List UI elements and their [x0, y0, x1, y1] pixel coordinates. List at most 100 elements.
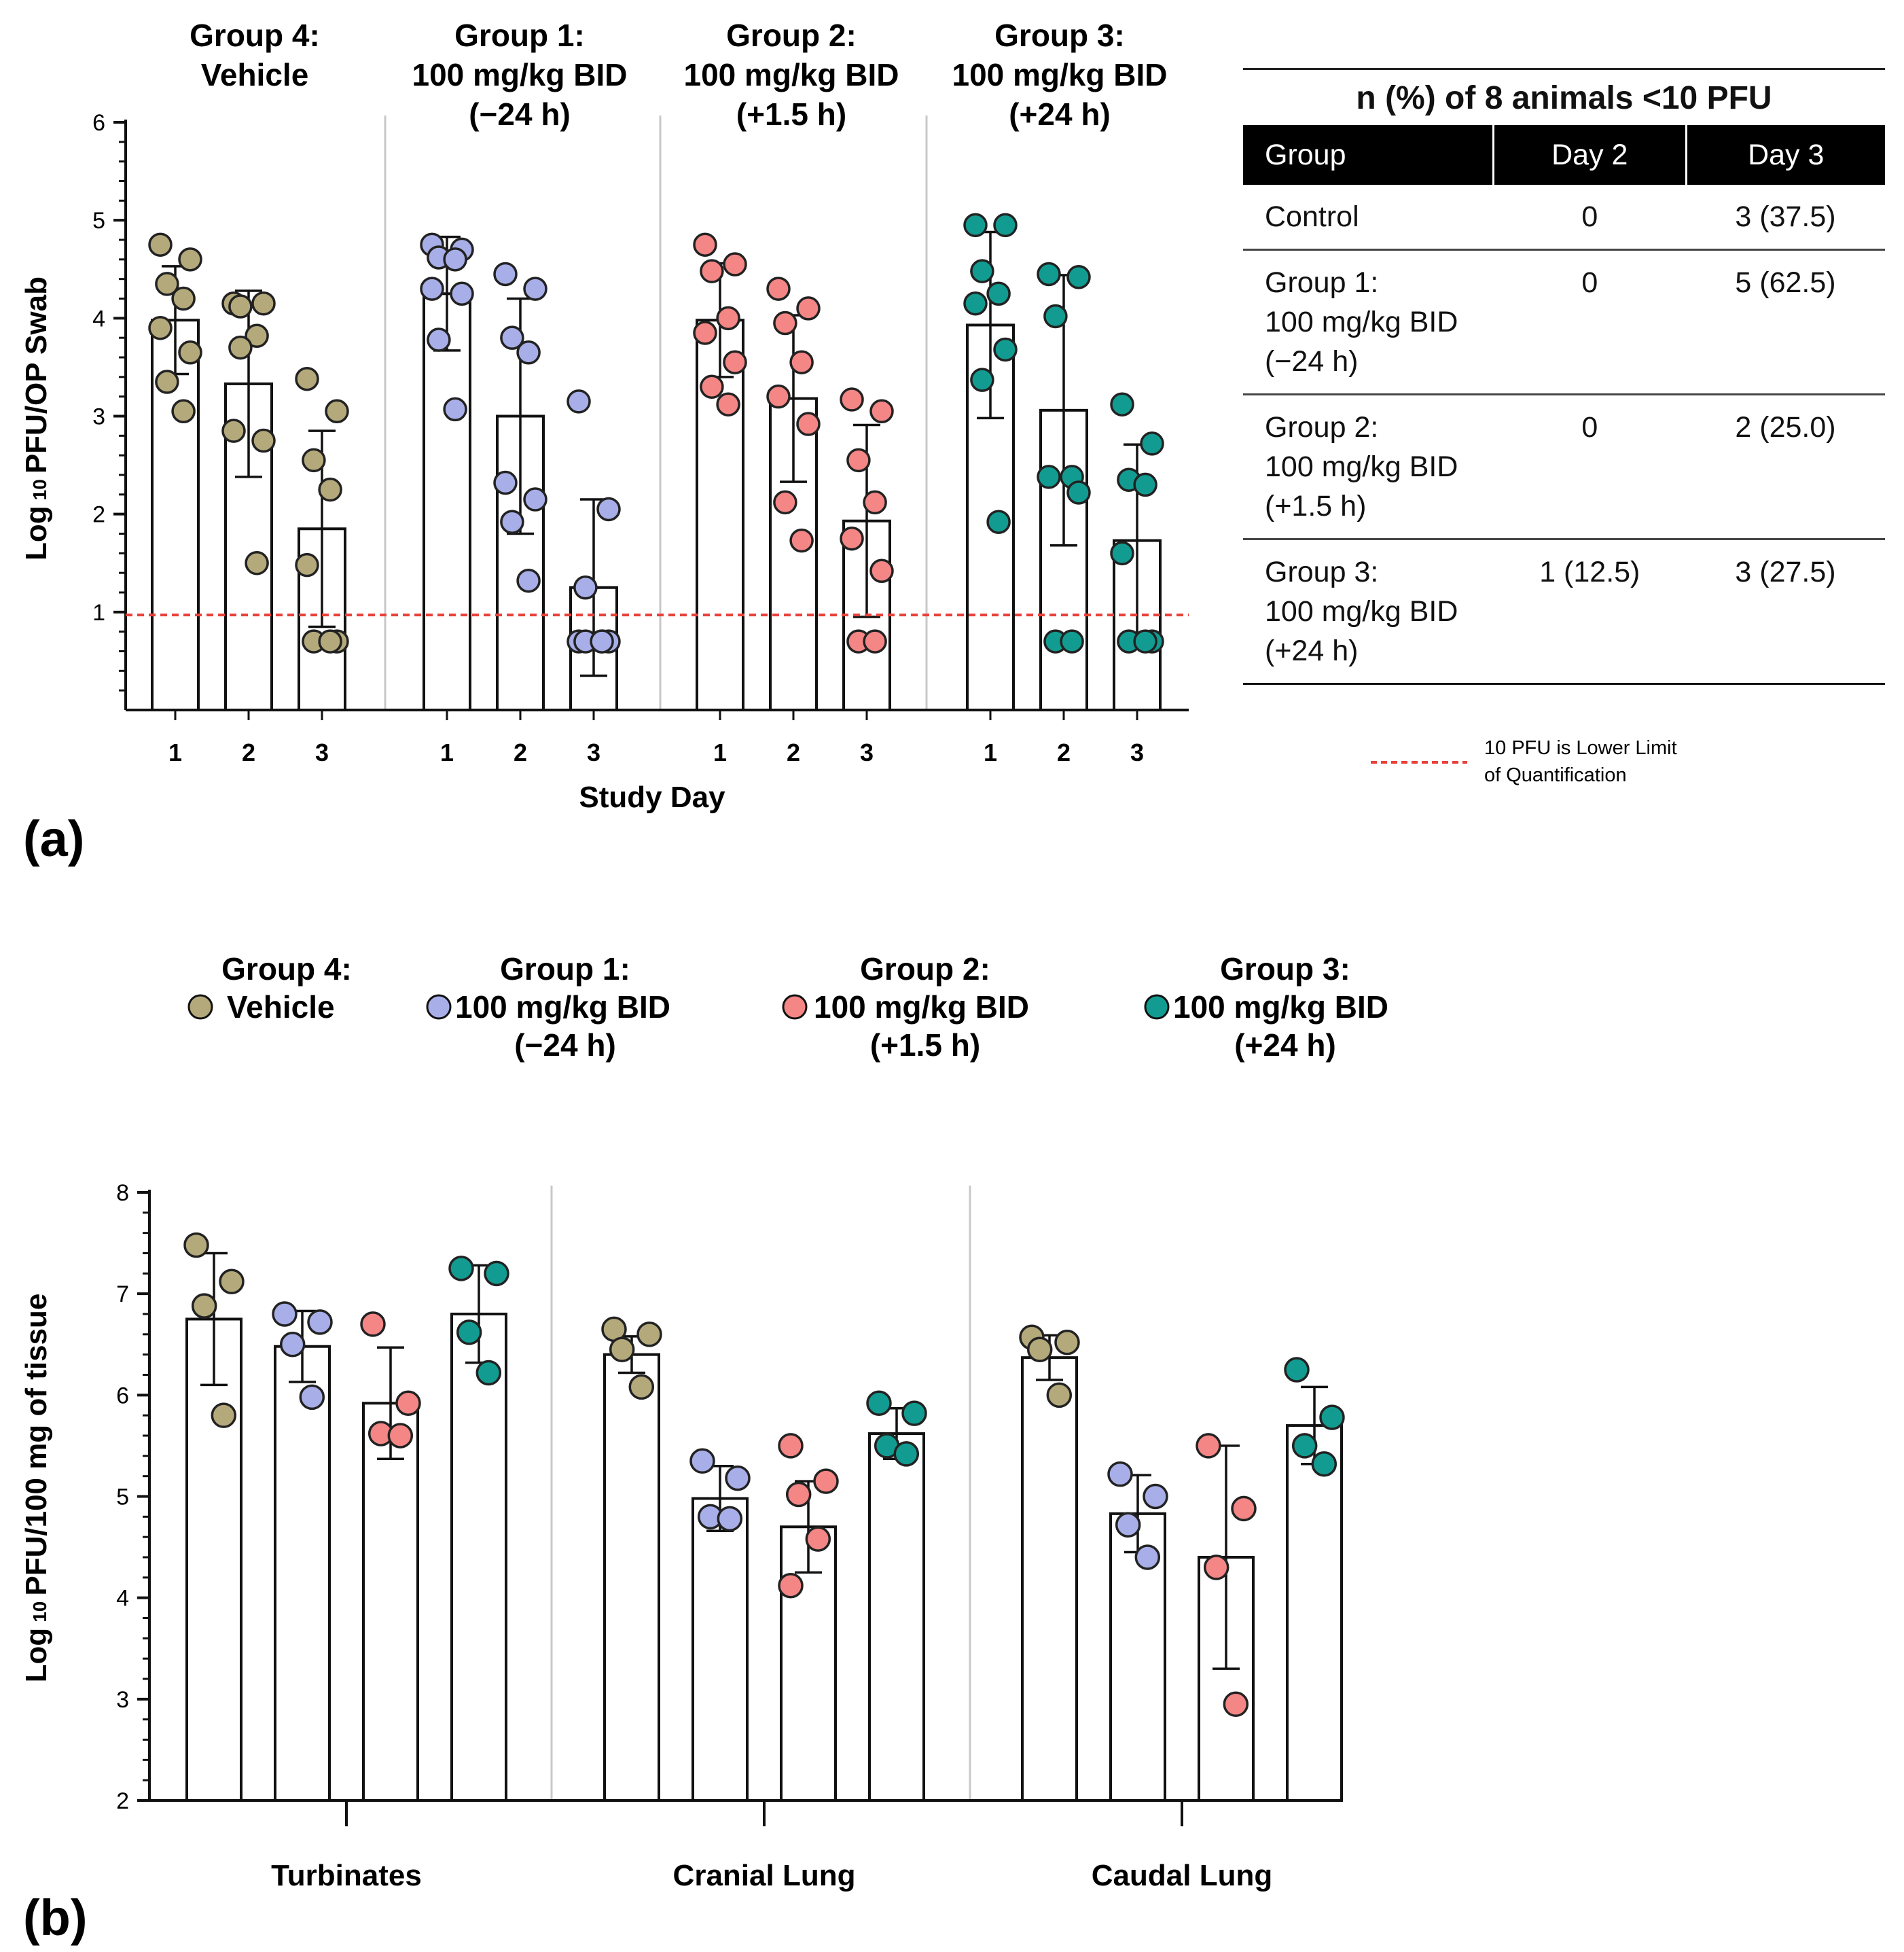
x-tick-label: 1 — [440, 739, 454, 766]
group-title-g2-line2: 100 mg/kg BID — [684, 57, 899, 92]
data-point — [869, 399, 894, 424]
y-tick-label: 3 — [92, 404, 105, 430]
data-point — [443, 247, 467, 272]
data-point — [427, 327, 451, 352]
data-point — [725, 1465, 751, 1491]
bar — [185, 1317, 243, 1803]
y-label-suffix: PFU/OP Swab — [20, 277, 53, 474]
data-point — [863, 490, 887, 515]
data-point — [450, 281, 474, 306]
cell-day3: 3 (37.5) — [1686, 185, 1885, 251]
legend-g1-line1: Group 1: — [500, 951, 630, 987]
data-point — [228, 294, 253, 319]
data-point — [1110, 392, 1134, 416]
legend-g4-marker — [187, 994, 213, 1020]
data-point — [219, 1268, 245, 1295]
data-point — [700, 374, 724, 399]
data-point — [716, 306, 740, 331]
x-tick-label: Turbinates — [271, 1859, 422, 1892]
data-point — [628, 1374, 655, 1400]
data-point — [863, 629, 887, 654]
y-label-sub: 10 — [29, 479, 50, 500]
data-point — [689, 1448, 715, 1474]
y-tick-label: 4 — [116, 1586, 129, 1612]
data-point — [251, 428, 276, 453]
bar — [769, 397, 818, 711]
bar — [603, 1353, 660, 1802]
data-point — [523, 487, 547, 512]
data-point — [1319, 1404, 1345, 1430]
x-tick-label: 2 — [1057, 739, 1071, 766]
group-title-g3-line3: (+24 h) — [1009, 96, 1111, 132]
lloq-legend: 10 PFU is Lower Limit of Quantification — [1371, 737, 1677, 786]
legend-g4-line1: Group 4: — [221, 951, 352, 987]
data-point — [796, 412, 821, 436]
data-point — [500, 325, 524, 350]
results-table: Group Day 2 Day 3 Control 0 3 (37.5) Gro… — [1243, 125, 1885, 685]
data-point — [1223, 1691, 1249, 1718]
group-title-g4-line1: Group 4: — [190, 18, 320, 53]
panel-b-legend: Group 4: Vehicle Group 1: 100 mg/kg BID … — [187, 951, 1388, 1063]
y-tick-label: 1 — [92, 600, 105, 626]
data-point — [456, 1319, 482, 1345]
data-point — [318, 477, 342, 502]
data-point — [272, 1301, 298, 1327]
data-point — [723, 252, 747, 277]
data-point — [869, 558, 894, 584]
data-point — [773, 310, 797, 336]
data-point — [148, 316, 173, 340]
data-point — [986, 281, 1011, 306]
data-point — [1066, 480, 1091, 505]
cell-day2: 0 — [1493, 394, 1687, 540]
x-tick-label: 3 — [860, 739, 874, 766]
data-point — [148, 232, 173, 257]
cell-group: Control — [1243, 185, 1494, 251]
legend-g2-line2: 100 mg/kg BID — [814, 989, 1029, 1025]
data-point — [1133, 629, 1157, 654]
group-title-g2-line3: (+1.5 h) — [736, 96, 846, 132]
table-row: Group 1: 100 mg/kg BID (−24 h) 0 5 (62.5… — [1243, 249, 1885, 395]
header-group: Group — [1243, 125, 1494, 185]
data-point — [1054, 1330, 1080, 1355]
data-point — [785, 1481, 812, 1508]
data-point — [813, 1468, 839, 1494]
data-point — [796, 296, 821, 321]
panel-a-group-titles: Group 4: Vehicle Group 1: 100 mg/kg BID … — [190, 18, 1167, 132]
cell-day2: 0 — [1493, 185, 1687, 251]
data-point — [766, 384, 791, 409]
data-point — [1043, 304, 1068, 329]
data-point — [716, 392, 740, 416]
data-point — [307, 1309, 333, 1335]
data-point — [986, 510, 1011, 534]
group-title-g2-line1: Group 2: — [726, 18, 857, 53]
panel-b-chart: Group 4: Vehicle Group 1: 100 mg/kg BID … — [20, 951, 1388, 1946]
data-point — [318, 629, 342, 654]
bar — [691, 1497, 749, 1803]
data-point — [1037, 262, 1061, 287]
data-point — [778, 1573, 804, 1599]
y-tick-label: 4 — [92, 306, 105, 332]
data-point — [420, 277, 444, 301]
data-point — [700, 259, 724, 283]
panel-b-y-axis-label: Log 10 PFU/100 mg of tissue — [20, 1294, 53, 1683]
lloq-table: n (%) of 8 animals <10 PFU Group Day 2 D… — [1243, 68, 1885, 685]
data-point — [1026, 1336, 1053, 1362]
y-tick-label: 6 — [92, 110, 105, 136]
cell-group: Group 1: 100 mg/kg BID (−24 h) — [1243, 249, 1494, 395]
y-tick-label: 5 — [92, 208, 105, 234]
x-tick-label: Cranial Lung — [673, 1859, 856, 1892]
cell-group: Group 2: 100 mg/kg BID (+1.5 h) — [1243, 394, 1494, 540]
group-title-g4-line2: Vehicle — [201, 57, 309, 92]
data-point — [183, 1232, 209, 1258]
bar — [362, 1402, 419, 1802]
x-tick-label: 3 — [1130, 739, 1144, 766]
data-point — [1110, 541, 1134, 566]
bar — [1021, 1356, 1078, 1803]
data-point — [516, 340, 541, 365]
y-tick-label: 5 — [116, 1485, 129, 1510]
y-label-prefix: Log — [20, 1628, 53, 1683]
y-label-suffix: PFU/100 mg of tissue — [20, 1294, 53, 1596]
data-point — [191, 1293, 217, 1319]
x-tick-label: 2 — [242, 739, 255, 766]
